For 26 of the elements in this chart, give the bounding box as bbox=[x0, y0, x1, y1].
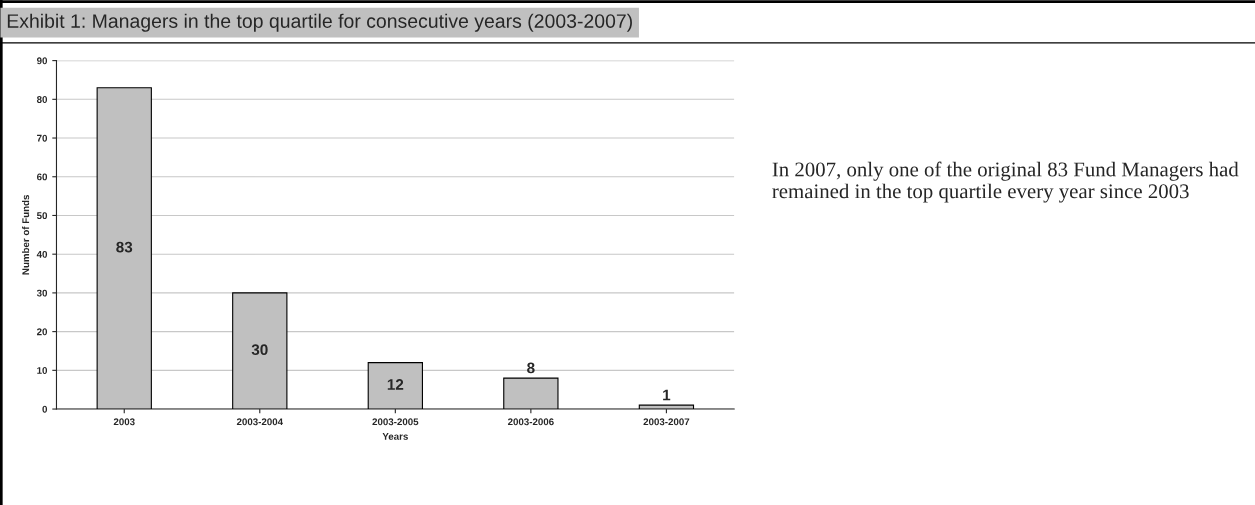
y-tick-label: 10 bbox=[37, 367, 48, 374]
x-tick-label: 2003 bbox=[113, 418, 135, 426]
text: In 2007, only one of the original 83 Fund Managers had remained in the top quartile every year since 2003 bbox=[772, 161, 1239, 203]
y-tick-label: 70 bbox=[37, 134, 48, 142]
x-tick-label: 2003-2004 bbox=[236, 418, 283, 426]
bar bbox=[638, 404, 695, 410]
x-tick-label: 2003-2007 bbox=[643, 418, 690, 426]
y-tick-label: 50 bbox=[36, 212, 48, 220]
bar bbox=[503, 377, 559, 410]
data-label: 1 bbox=[663, 389, 671, 401]
y-tick-label: 0 bbox=[42, 405, 48, 413]
x-axis-title: Years bbox=[382, 433, 408, 440]
y-tick-label: 60 bbox=[36, 173, 48, 181]
data-label: 8 bbox=[527, 362, 535, 374]
data-label: 83 bbox=[116, 241, 133, 253]
chart-title: Exhibit 1: Managers in the top quartile for consecutive years (2003-2007) bbox=[7, 13, 632, 32]
data-label: 30 bbox=[251, 344, 268, 356]
y-tick-label: 30 bbox=[36, 289, 48, 297]
x-tick-label: 2003-2006 bbox=[507, 418, 554, 426]
x-tick-label: 2003-2005 bbox=[372, 418, 419, 426]
y-tick-label: 90 bbox=[36, 57, 48, 65]
y-axis-title: Number of Funds bbox=[22, 194, 30, 275]
y-tick-label: 40 bbox=[36, 250, 48, 258]
data-label: 12 bbox=[387, 379, 404, 390]
y-tick-label: 80 bbox=[36, 96, 48, 103]
y-tick-label: 20 bbox=[36, 328, 48, 336]
